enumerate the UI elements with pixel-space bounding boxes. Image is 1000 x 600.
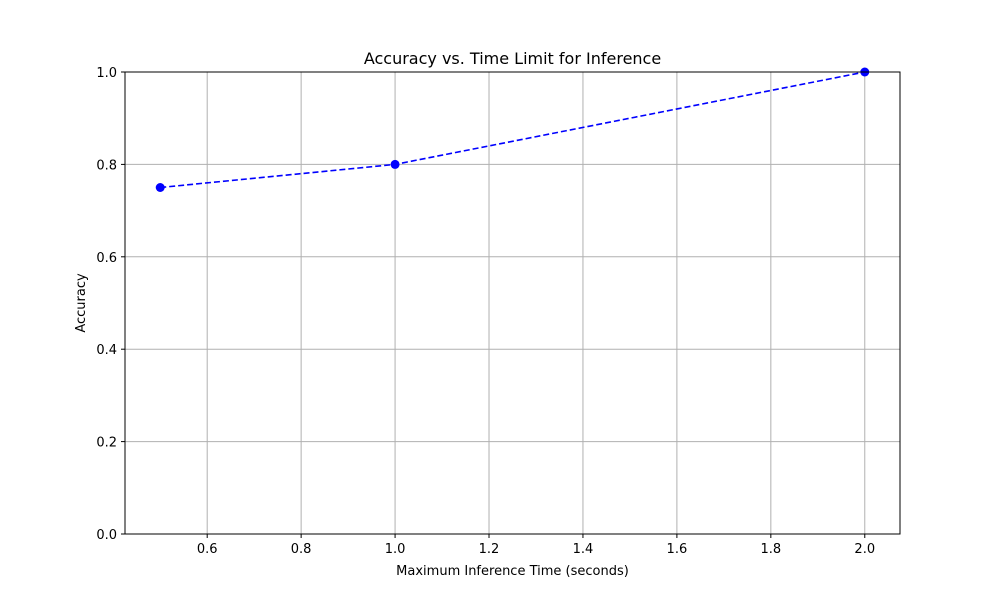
y-tick-label: 0.4 — [96, 343, 117, 358]
series-layer — [155, 67, 870, 192]
plot-frame — [124, 71, 901, 535]
x-tick-label: 0.6 — [197, 542, 218, 557]
data-point — [155, 183, 165, 192]
data-point — [390, 159, 400, 169]
x-tick-label: 1.8 — [760, 542, 781, 557]
y-tick-label: 0.6 — [96, 251, 117, 266]
tick-marks — [121, 71, 866, 538]
y-tick-label: 1.0 — [96, 66, 117, 81]
y-tick-label: 0.0 — [96, 528, 117, 543]
x-tick-label: 1.0 — [385, 542, 406, 557]
x-tick-label: 1.4 — [573, 542, 594, 557]
chart-title: Accuracy vs. Time Limit for Inference — [364, 49, 661, 68]
x-tick-label: 0.8 — [291, 542, 312, 557]
x-tick-label: 1.2 — [479, 542, 500, 557]
x-tick-labels: 0.6 0.8 1.0 1.2 1.4 1.6 1.8 2.0 — [197, 542, 875, 557]
x-tick-label: 1.6 — [667, 542, 688, 557]
x-tick-label: 2.0 — [854, 542, 875, 557]
y-axis-label: Accuracy — [74, 273, 89, 333]
y-tick-labels: 0.0 0.2 0.4 0.6 0.8 1.0 — [96, 66, 117, 543]
y-tick-label: 0.2 — [96, 436, 117, 451]
plot-area: 0.6 0.8 1.0 1.2 1.4 1.6 1.8 2.0 0.0 0.2 0.4 0.6 0.8… — [96, 66, 901, 557]
x-axis-label: Maximum Inference Time (seconds) — [396, 564, 629, 579]
y-tick-label: 0.8 — [96, 158, 117, 173]
